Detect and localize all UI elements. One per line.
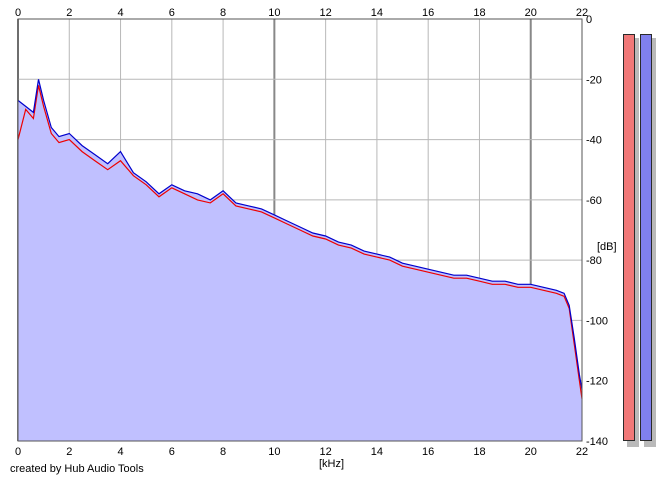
x-tick-label-bottom: 20 — [525, 446, 537, 458]
x-tick-label-top: 12 — [320, 7, 332, 19]
y-tick-label: -80 — [586, 255, 602, 267]
tick-labels: 002244668810101212141416161818202022220-… — [15, 7, 608, 458]
y-tick-label: -60 — [586, 195, 602, 207]
x-tick-label-bottom: 22 — [576, 446, 588, 458]
y-tick-label: -40 — [586, 135, 602, 147]
x-tick-label-bottom: 4 — [117, 446, 123, 458]
series-line-blue — [17, 79, 583, 390]
y-tick-label: -120 — [586, 376, 608, 388]
x-tick-label-bottom: 2 — [66, 446, 72, 458]
x-tick-label-top: 2 — [66, 7, 72, 19]
x-tick-label-top: 14 — [371, 7, 383, 19]
y-axis-unit: [dB] — [597, 241, 617, 253]
y-tick-label: -20 — [586, 74, 602, 86]
x-tick-label-bottom: 8 — [220, 446, 226, 458]
x-tick-label-bottom: 14 — [371, 446, 383, 458]
x-tick-label-top: 20 — [525, 7, 537, 19]
x-tick-label-top: 0 — [15, 7, 21, 19]
x-tick-label-top: 4 — [117, 7, 123, 19]
x-tick-label-top: 18 — [473, 7, 485, 19]
x-tick-label-top: 10 — [268, 7, 280, 19]
left-channel-level-meter — [623, 34, 635, 441]
x-axis-unit: [kHz] — [319, 458, 345, 470]
series-line-red — [17, 85, 583, 399]
credit-text: created by Hub Audio Tools — [10, 463, 144, 475]
x-tick-label-top: 22 — [576, 7, 588, 19]
right-channel-level-meter — [640, 34, 652, 441]
x-tick-label-top: 16 — [422, 7, 434, 19]
x-tick-label-top: 8 — [220, 7, 226, 19]
spectrum-fill-area — [18, 79, 582, 442]
x-tick-label-bottom: 0 — [15, 446, 21, 458]
x-tick-label-bottom: 16 — [422, 446, 434, 458]
x-tick-label-bottom: 12 — [320, 446, 332, 458]
y-tick-label: 0 — [586, 14, 592, 26]
plot-frame — [17, 18, 583, 442]
series-layer — [17, 79, 583, 399]
y-tick-label: -100 — [586, 315, 608, 327]
x-tick-label-bottom: 10 — [268, 446, 280, 458]
x-tick-label-bottom: 18 — [473, 446, 485, 458]
x-tick-label-top: 6 — [169, 7, 175, 19]
y-tick-label: -140 — [586, 436, 608, 448]
x-tick-label-bottom: 6 — [169, 446, 175, 458]
